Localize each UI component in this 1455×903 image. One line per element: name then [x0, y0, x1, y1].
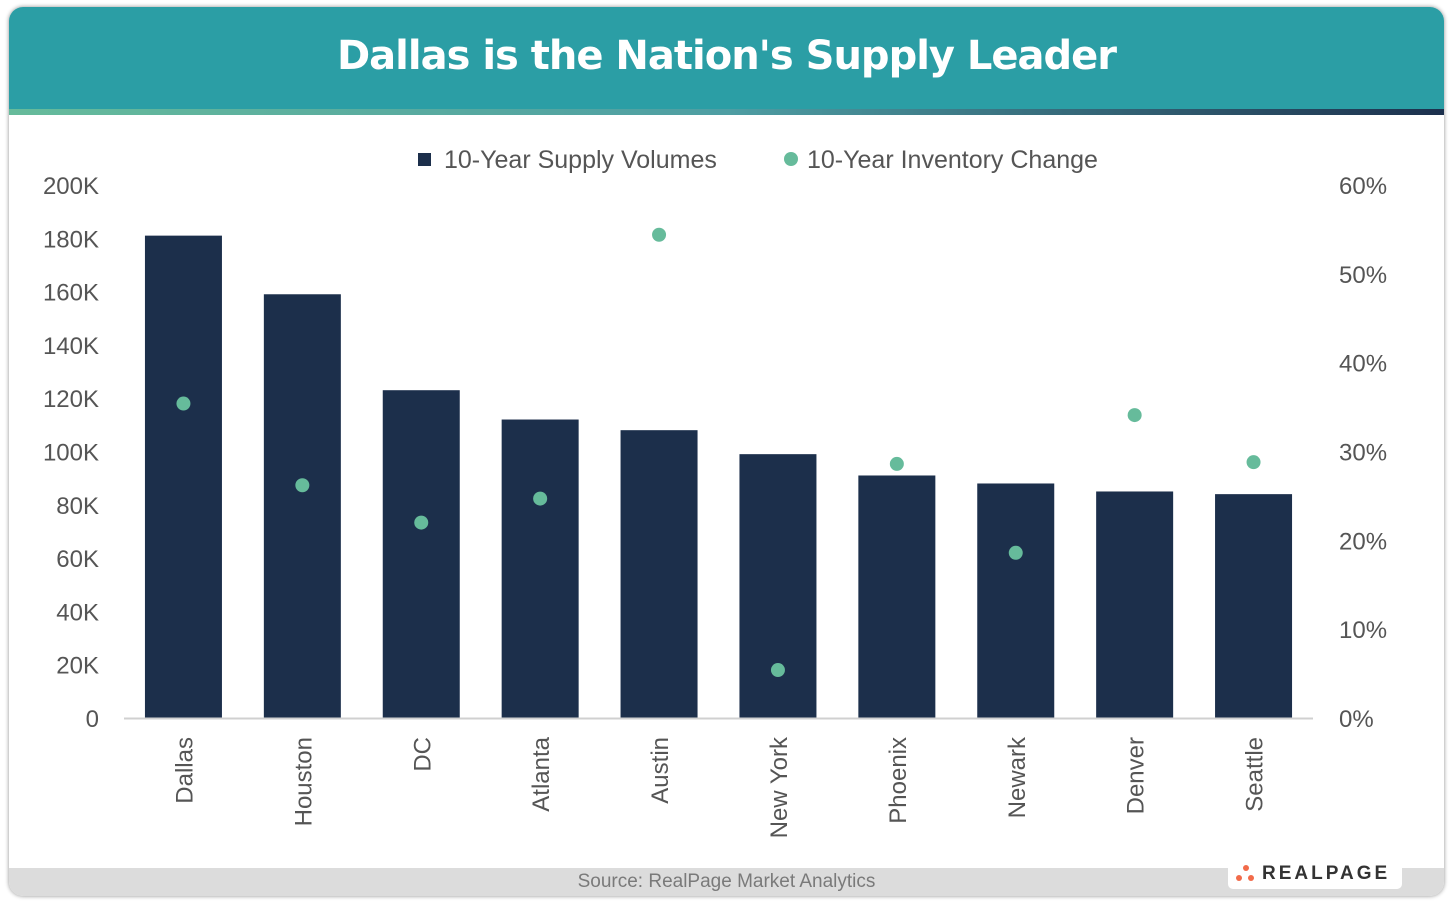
dot-dc [414, 515, 429, 530]
footer-band [9, 868, 1444, 896]
bar-newark [977, 483, 1055, 718]
chart-card: Dallas is the Nation's Supply Leader Sou… [9, 7, 1444, 896]
bar-austin [620, 430, 698, 718]
x-tick-label: Seattle [1242, 737, 1269, 812]
bar-atlanta [501, 419, 579, 718]
legend-dot-swatch [784, 152, 798, 166]
y-left-tick-label: 200K [43, 173, 99, 200]
dot-seattle [1246, 455, 1261, 470]
dot-phoenix [889, 456, 904, 471]
bar-dc [382, 390, 460, 718]
dot-newark [1008, 545, 1023, 560]
y-right-tick-label: 30% [1339, 440, 1387, 467]
y-right-tick-label: 20% [1339, 528, 1387, 555]
source-note: Source: RealPage Market Analytics [577, 871, 876, 892]
y-left-tick-label: 100K [43, 440, 99, 467]
chart-title: Dallas is the Nation's Supply Leader [336, 33, 1117, 79]
logo-text: REALPAGE [1262, 863, 1391, 884]
bar-dallas [144, 235, 222, 718]
y-left-tick-label: 40K [56, 599, 99, 626]
dot-atlanta [533, 491, 548, 506]
x-tick-label: Atlanta [528, 736, 555, 811]
y-right-tick-label: 10% [1339, 617, 1387, 644]
y-right-tick-label: 50% [1339, 262, 1387, 289]
y-left-tick-label: 160K [43, 280, 99, 307]
realpage-logo: REALPAGE [1228, 859, 1402, 889]
y-left-tick-label: 60K [56, 546, 99, 573]
bar-new-york [739, 454, 817, 718]
x-tick-label: Denver [1123, 737, 1150, 814]
y-left-tick-label: 80K [56, 493, 99, 520]
header-stripe [9, 109, 1444, 115]
x-tick-label: Austin [647, 737, 674, 804]
y-right-tick-label: 0% [1339, 706, 1374, 733]
legend-bar-swatch [418, 153, 431, 166]
x-tick-label: Houston [290, 737, 317, 826]
y-left-tick-label: 140K [43, 333, 99, 360]
header-banner: Dallas is the Nation's Supply Leader [9, 7, 1444, 109]
x-tick-label: Phoenix [885, 737, 912, 824]
y-left-tick-label: 20K [56, 653, 99, 680]
x-tick-label: Newark [1004, 736, 1031, 818]
dot-dallas [176, 396, 191, 411]
x-tick-label: DC [409, 737, 436, 772]
bar-seattle [1215, 494, 1293, 718]
dot-new-york [770, 663, 785, 678]
y-left-tick-label: 0 [86, 706, 99, 733]
bar-denver [1096, 491, 1174, 718]
bar-houston [263, 294, 341, 718]
y-left-tick-label: 180K [43, 226, 99, 253]
legend-label-supply: 10-Year Supply Volumes [444, 146, 717, 174]
x-tick-label: Dallas [171, 737, 198, 804]
x-tick-label: New York [766, 736, 793, 838]
dot-denver [1127, 408, 1142, 423]
y-right-tick-label: 60% [1339, 173, 1387, 200]
dot-austin [652, 227, 667, 242]
logo-dots-icon [1236, 865, 1254, 881]
dot-houston [295, 478, 310, 493]
legend-label-inventory: 10-Year Inventory Change [807, 146, 1098, 174]
y-left-tick-label: 120K [43, 386, 99, 413]
bar-phoenix [858, 475, 936, 718]
y-right-tick-label: 40% [1339, 351, 1387, 378]
